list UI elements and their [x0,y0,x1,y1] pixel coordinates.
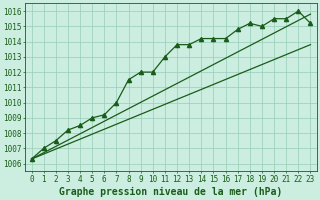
X-axis label: Graphe pression niveau de la mer (hPa): Graphe pression niveau de la mer (hPa) [60,186,283,197]
